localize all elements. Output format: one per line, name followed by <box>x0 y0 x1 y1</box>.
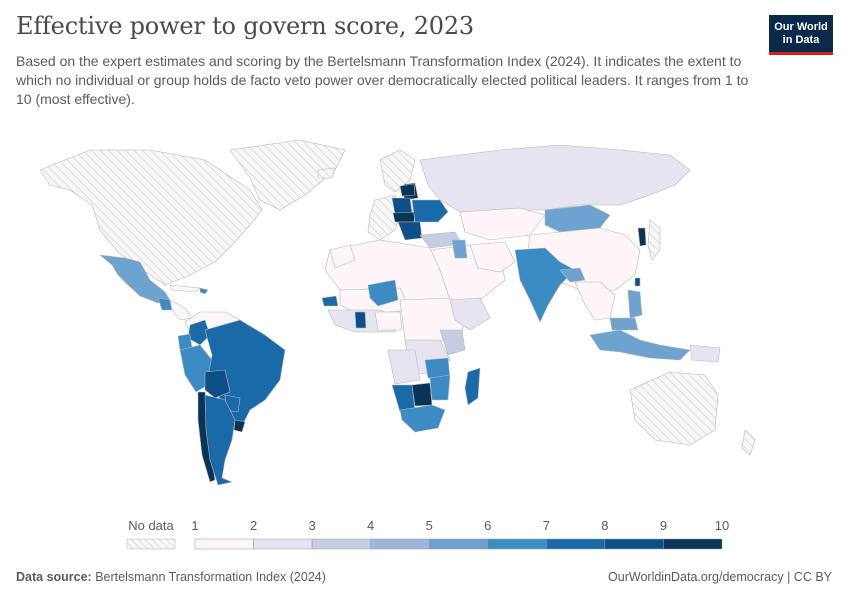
country-uruguay[interactable] <box>233 419 246 433</box>
country-burkina[interactable] <box>367 279 399 307</box>
country-russia[interactable] <box>419 144 691 213</box>
country-bangladesh[interactable] <box>559 267 586 283</box>
footer-license-link[interactable]: CC BY <box>793 570 832 584</box>
country-zambia-malawi[interactable] <box>424 357 451 379</box>
region-australia[interactable] <box>629 371 719 446</box>
color-legend: No data 1 2 3 4 5 6 7 8 9 10 <box>126 518 729 550</box>
country-philippines[interactable] <box>627 289 643 319</box>
legend-bin-7[interactable] <box>546 538 606 550</box>
region-iceland[interactable] <box>317 167 336 179</box>
country-indonesia[interactable] <box>589 329 691 361</box>
legend-tick-3: 3 <box>308 518 315 533</box>
logo-line-1: Our World <box>774 20 828 33</box>
chart-title: Effective power to govern score, 2023 <box>16 12 474 40</box>
world-map <box>39 139 756 486</box>
country-lebanon-syria[interactable] <box>451 239 468 259</box>
legend-bin-3[interactable] <box>311 538 371 550</box>
country-morocco[interactable] <box>329 244 356 269</box>
footer-source: Data source: Bertelsmann Transformation … <box>16 570 326 584</box>
chart-subtitle: Based on the expert estimates and scorin… <box>16 53 749 107</box>
country-ghana[interactable] <box>354 311 367 329</box>
country-horn-of-africa[interactable] <box>449 297 491 331</box>
legend-no-data-label: No data <box>128 518 174 533</box>
legend-tick-5: 5 <box>426 518 433 533</box>
legend-bin-2[interactable] <box>253 538 313 550</box>
country-argentina[interactable] <box>204 394 236 486</box>
country-ukraine[interactable] <box>411 199 449 223</box>
country-senegal[interactable] <box>321 295 339 307</box>
country-tanzania[interactable] <box>439 329 466 356</box>
legend-tick-6: 6 <box>484 518 491 533</box>
legend-bin-1[interactable] <box>194 538 254 550</box>
country-madagascar[interactable] <box>464 367 481 406</box>
legend-no-data-swatch[interactable] <box>126 538 176 550</box>
country-czech-slovakia[interactable] <box>392 211 416 223</box>
legend-bin-4[interactable] <box>370 538 430 550</box>
country-south-africa[interactable] <box>399 404 446 433</box>
footer-separator: | <box>787 570 791 584</box>
country-bolivia[interactable] <box>204 369 231 399</box>
country-zimbabwe-mozambique[interactable] <box>429 374 451 401</box>
country-taiwan[interactable] <box>634 277 641 287</box>
source-text: Bertelsmann Transformation Index (2024) <box>95 570 326 584</box>
country-dominican-rep[interactable] <box>199 287 209 295</box>
country-iran[interactable] <box>469 241 516 273</box>
country-balkans[interactable] <box>397 221 423 241</box>
legend-tick-4: 4 <box>367 518 374 533</box>
legend-tick-1: 1 <box>191 518 198 533</box>
region-north-america[interactable] <box>39 149 263 286</box>
footer-credit: OurWorldinData.org/democracy | CC BY <box>608 570 832 584</box>
region-greenland[interactable] <box>229 139 346 211</box>
source-label: Data source: <box>16 570 92 584</box>
country-scandinavia[interactable] <box>379 149 416 193</box>
legend-bin-9[interactable] <box>663 538 723 550</box>
country-poland[interactable] <box>391 197 413 215</box>
footer-url-link[interactable]: OurWorldinData.org/democracy <box>608 570 784 584</box>
country-central-america[interactable] <box>169 299 193 321</box>
legend-bin-8[interactable] <box>604 538 664 550</box>
legend-tick-2: 2 <box>250 518 257 533</box>
country-japan[interactable] <box>647 219 661 261</box>
legend-tick-7: 7 <box>543 518 550 533</box>
logo-line-2: in Data <box>782 33 820 46</box>
country-png[interactable] <box>689 344 721 363</box>
country-angola[interactable] <box>387 349 421 385</box>
legend-tick-9: 9 <box>660 518 667 533</box>
country-korea[interactable] <box>637 227 647 247</box>
legend-tick-8: 8 <box>601 518 608 533</box>
country-cuba[interactable] <box>169 284 201 293</box>
country-botswana[interactable] <box>411 382 433 407</box>
country-finland[interactable] <box>399 183 416 197</box>
legend-bin-6[interactable] <box>487 538 547 550</box>
country-india[interactable] <box>514 247 576 323</box>
owid-logo[interactable]: Our World in Data <box>769 15 833 55</box>
legend-bin-5[interactable] <box>428 538 489 550</box>
region-new-zealand[interactable] <box>741 429 756 456</box>
country-nigeria[interactable] <box>374 311 403 331</box>
country-malaysia[interactable] <box>609 317 639 331</box>
legend-tick-10: 10 <box>715 518 729 533</box>
